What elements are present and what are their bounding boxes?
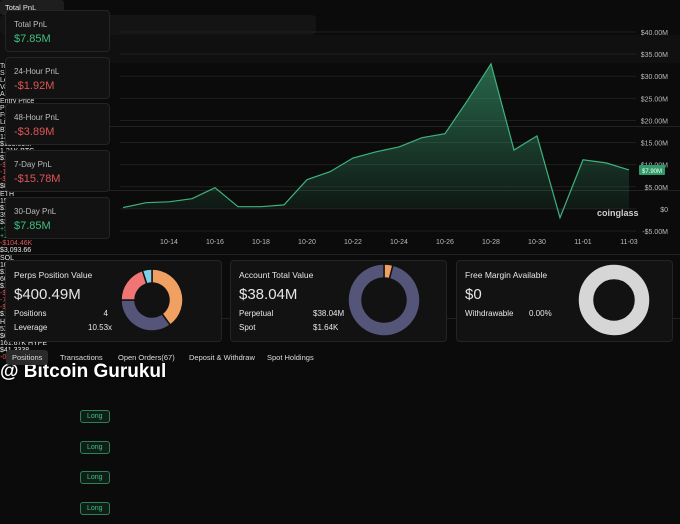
y-tick-label: $40.00M	[641, 30, 668, 37]
pnl-card: 48-Hour PnL -$3.89M	[5, 103, 110, 145]
pnl-card: 30-Day PnL $7.85M	[5, 197, 110, 239]
y-tick-label: $0	[660, 207, 668, 214]
pnl-card: Total PnL $7.85M	[5, 10, 110, 52]
row-label: Leverage	[14, 323, 48, 332]
tab[interactable]: Spot Holdings	[267, 353, 314, 362]
y-tick-label: $30.00M	[641, 74, 668, 81]
pnl-label: 7-Day PnL	[14, 160, 52, 169]
y-tick-label: -$5.00M	[642, 229, 668, 236]
panel: Free Margin Available $0 Withdrawable 0.00%	[456, 260, 673, 342]
x-tick-label: 11-03	[620, 239, 637, 246]
row-value: 4	[103, 309, 108, 318]
side-pill: Long	[80, 410, 110, 423]
x-tick-label: 11-01	[574, 239, 591, 246]
x-tick-label: 10-16	[206, 239, 224, 246]
x-tick-label: 10-28	[482, 239, 500, 246]
side-pill: Long	[80, 471, 110, 484]
row-label: Perpetual	[239, 309, 274, 318]
x-tick-label: 10-18	[252, 239, 270, 246]
line	[122, 62, 630, 220]
x-tick-label: 10-24	[390, 239, 408, 246]
row-label: Positions	[14, 309, 47, 318]
row-label: Withdrawable	[465, 309, 514, 318]
pnl-value: -$3.89M	[14, 126, 55, 138]
area	[123, 63, 629, 218]
overlay-watermark: @ Bitcoin Gurukul	[0, 361, 167, 382]
last-value-badge	[639, 164, 665, 175]
y-tick-label: $5.00M	[645, 185, 669, 192]
panel-value: $0	[465, 286, 482, 303]
y-tick-label: $20.00M	[641, 118, 668, 125]
pnl-chart: -$5.00M$0$5.00M$10.00M$15.00M$20.00M$25.…	[120, 30, 669, 246]
cell: $3,093.66	[0, 247, 32, 254]
pnl-label: 24-Hour PnL	[14, 67, 60, 76]
cell: SOL	[0, 255, 15, 262]
last-value-label: $7.90M	[642, 169, 662, 175]
panel: Account Total Value $38.04M Perpetual $38.0…	[230, 260, 447, 342]
tab[interactable]: Transactions	[60, 353, 103, 362]
pnl-label: Total PnL	[14, 20, 48, 29]
y-tick-label: $15.00M	[641, 141, 668, 148]
pnl-label: 48-Hour PnL	[14, 113, 60, 122]
table-header: Entry Price	[0, 98, 35, 105]
row-label: Spot	[239, 323, 256, 332]
panel: Perps Position Value $400.49M Positions 4 Le…	[5, 260, 222, 342]
panel-title: Account Total Value	[239, 270, 314, 280]
panel-value: $38.04M	[239, 286, 298, 303]
pnl-label: 30-Day PnL	[14, 207, 57, 216]
row-value: $1.64K	[313, 323, 339, 332]
cell: ETH	[0, 191, 14, 198]
panel-title: Perps Position Value	[14, 270, 93, 280]
row-divider	[0, 254, 680, 255]
pnl-value: $7.85M	[14, 220, 51, 232]
tab[interactable]: Positions	[6, 350, 49, 365]
cell: -$104.46K	[0, 240, 33, 247]
pnl-value: $7.85M	[14, 33, 51, 45]
panel-title: Free Margin Available	[465, 270, 548, 280]
pnl-value: -$1.92M	[14, 80, 55, 92]
pnl-card: 24-Hour PnL -$1.92M	[5, 57, 110, 99]
x-tick-label: 10-30	[528, 239, 546, 246]
table-header-bg	[0, 35, 680, 63]
y-tick-label: $25.00M	[641, 96, 668, 103]
x-tick-label: 10-20	[298, 239, 316, 246]
y-tick-label: $35.00M	[641, 52, 668, 59]
panel-value: $400.49M	[14, 286, 81, 303]
pnl-value: -$15.78M	[14, 173, 61, 185]
cell: 161.67K HYPE	[0, 340, 48, 347]
x-tick-label: 10-26	[436, 239, 454, 246]
row-value: 0.00%	[529, 309, 552, 318]
row-divider	[0, 126, 680, 127]
pnl-card: 7-Day PnL -$15.78M	[5, 150, 110, 192]
tab[interactable]: Deposit & Withdraw	[189, 353, 255, 362]
row-value: 10.53x	[88, 323, 113, 332]
tab[interactable]: Open Orders(67)	[118, 353, 175, 362]
side-pill: Long	[80, 440, 110, 454]
watermark: coinglass	[597, 208, 639, 218]
x-tick-label: 10-14	[160, 239, 178, 246]
side-pill: Long	[80, 501, 110, 515]
x-tick-label: 10-22	[344, 239, 362, 246]
row-value: $38.04M	[313, 309, 345, 318]
